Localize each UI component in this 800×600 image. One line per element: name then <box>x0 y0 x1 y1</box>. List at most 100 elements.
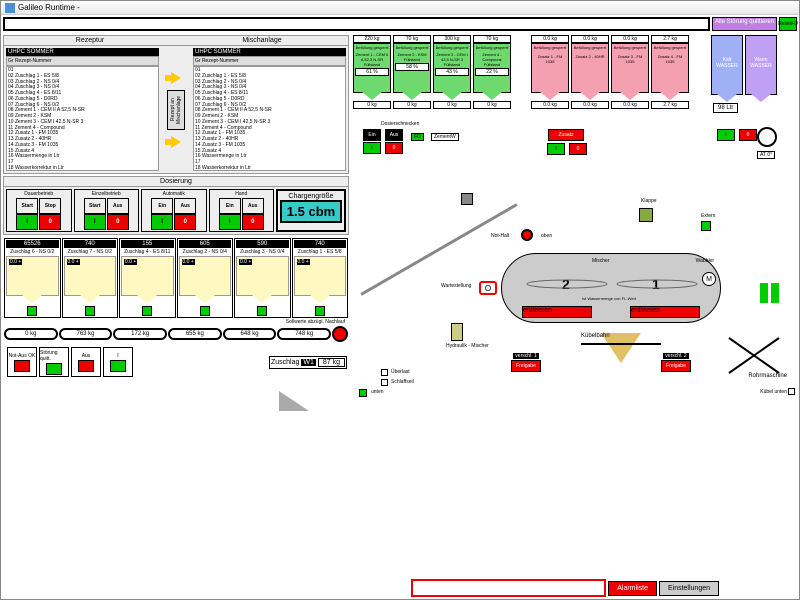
titlebar: Galileo Runtime - <box>1 1 799 15</box>
bottom-button-row: Not-Aus OKStörung quitt.AusI <box>5 345 135 379</box>
track-line <box>581 343 661 345</box>
stop-indicator[interactable] <box>332 326 348 342</box>
dosierung-panel: Dosierung Dauerbetrieb Start Stop I 0 Ei… <box>3 176 349 235</box>
aus-button[interactable]: 0 <box>385 142 403 154</box>
silo-indicator[interactable] <box>142 306 152 316</box>
extern-indicator <box>701 221 711 231</box>
zuschlag-weight: Zuschlag W1 87 kg <box>269 356 347 369</box>
left-column: Rezeptur Mischanlage UHPC SOMMER Gr Reze… <box>1 33 351 599</box>
at-value: AT 0° <box>757 151 775 159</box>
start-button[interactable]: I <box>151 214 173 230</box>
recipe-sub-src: Gr Rezept-Nummer <box>6 56 159 66</box>
recipe-list-src[interactable]: 0102 Zuschlag 1 - ES 5/803 Zuschlag 2 - … <box>6 66 159 171</box>
stop-button[interactable]: 0 <box>107 214 129 230</box>
window-title: Galileo Runtime - <box>18 3 80 12</box>
weigh-bar: 0 kg763 kg172 kg655 kg648 kg748 kg <box>3 325 349 343</box>
ueberlast-ind <box>381 369 388 376</box>
recipe-list-dst[interactable]: 0102 Zuschlag 1 - ES 5/803 Zuschlag 2 - … <box>193 66 346 171</box>
silo-indicator[interactable] <box>27 306 37 316</box>
cement-hopper: 300 kg Befüllung gesperrt Zement 3 - CEM… <box>433 35 471 109</box>
wartestellung-button[interactable]: O <box>479 281 497 295</box>
weigh-segment: 648 kg <box>223 328 277 340</box>
charge-box: Chargengröße 1.5 cbm <box>276 189 346 232</box>
dosierung-title: Dosierung <box>4 177 348 187</box>
rezeptur-title: Rezeptur <box>4 36 176 46</box>
alarmliste-button[interactable]: Alarmliste <box>608 581 657 596</box>
plant-diagram: 220 kg Befüllung gesperrt Zement 1 - CEM… <box>351 33 799 599</box>
pump-icon <box>757 127 777 147</box>
stop-button[interactable]: 0 <box>39 214 61 230</box>
app-window: Galileo Runtime - Alle Störung quittiere… <box>0 0 800 600</box>
nothalt-indicator[interactable] <box>521 229 533 241</box>
charge-value[interactable]: 1.5 cbm <box>280 200 342 223</box>
status-textfield[interactable] <box>3 17 710 31</box>
cement-hopper: 220 kg Befüllung gesperrt Zement 1 - CEM… <box>353 35 391 109</box>
rezeptur-panel: Rezeptur Mischanlage UHPC SOMMER Gr Reze… <box>3 35 349 174</box>
bottom-button[interactable]: Aus <box>71 347 101 377</box>
klappe-indicator <box>639 208 653 222</box>
app-icon <box>5 3 15 13</box>
recipe-dest-col: UHPC SOMMER Gr Rezept-Nummer 0102 Zuschl… <box>193 48 346 171</box>
quittieren-button[interactable]: Alle Störung quittieren <box>712 17 777 31</box>
start-button[interactable]: I <box>84 214 106 230</box>
weigh-segment: 0 kg <box>4 328 58 340</box>
dosierschnecken-label: Dosierschnecken <box>381 121 419 127</box>
transfer-button[interactable]: Rezept an Mischanlage <box>167 90 185 130</box>
silo: 590 Zuschlag 3 - NS 0/4 0.0 + <box>234 238 291 318</box>
start-button[interactable]: I <box>219 214 241 230</box>
silo: 65526 Zuschlag 6 - NS 0/2 0.0 + <box>4 238 61 318</box>
recipe-row[interactable]: 18 Wasserkorrektur in Ltr <box>8 166 157 171</box>
wasser-value: 98 Ltr <box>713 103 738 113</box>
silo-indicator[interactable] <box>85 306 95 316</box>
pile-icon <box>279 391 309 411</box>
recipe-row[interactable]: 18 Wasserkorrektur in Ltr <box>195 166 344 171</box>
zusatz-hopper: 0.0 kg Befüllung gesperrt Zusatz 1 - FM … <box>531 35 569 109</box>
nothalt-label: Not-Halt <box>491 233 509 239</box>
bottom-panel: Alarmliste Einstellungen <box>411 579 719 597</box>
start-button[interactable]: I <box>16 214 38 230</box>
silo-indicator[interactable] <box>315 306 325 316</box>
dos-label: Hand <box>211 191 273 197</box>
dos-label: Automatik <box>143 191 205 197</box>
alarm-field[interactable] <box>411 579 606 597</box>
silo: 740 Zuschlag 1 - ES 5/8 0.0 + <box>292 238 349 318</box>
dos-group: Automatik Ein Aus I 0 <box>141 189 207 232</box>
silo-indicator[interactable] <box>200 306 210 316</box>
einstellungen-button[interactable]: Einstellungen <box>659 581 719 596</box>
bottom-button[interactable]: Störung quitt. <box>39 347 69 377</box>
bottom-button[interactable]: Not-Aus OK <box>7 347 37 377</box>
unten-ind <box>359 389 367 397</box>
bottom-button[interactable]: I <box>103 347 133 377</box>
stop-button[interactable]: 0 <box>242 214 264 230</box>
zusatz-label: Zusatz <box>548 129 584 141</box>
dos-group: Einzelbetrieb Start Aus I 0 <box>74 189 140 232</box>
wasser-aus[interactable]: 0 <box>739 129 757 141</box>
weigh-segment: 655 kg <box>168 328 222 340</box>
silo: 155 Zuschlag 4 - ES 8/11 0.0 + <box>119 238 176 318</box>
freigabe-1[interactable]: Freigabe <box>511 360 541 372</box>
weigh-segment: 763 kg <box>59 328 113 340</box>
weigh-segment: 748 kg <box>277 328 331 340</box>
mischanlage-title: Mischanlage <box>176 36 348 46</box>
wasser-hopper: Kalt WASSER <box>711 35 743 95</box>
dos-label: Einzelbetrieb <box>76 191 138 197</box>
freigabe-2[interactable]: Freigabe <box>661 360 691 372</box>
dos-group: Dauerbetrieb Start Stop I 0 <box>6 189 72 232</box>
recipe-sub-dst: Gr Rezept-Nummer <box>193 56 346 66</box>
silo-row: 65526 Zuschlag 6 - NS 0/2 0.0 + 740 Zusc… <box>3 237 349 319</box>
verschl-1-group: verschl. 1 Freigabe <box>511 353 541 372</box>
zusatz-aus[interactable]: 0 <box>569 143 587 155</box>
topbar: Alle Störung quittieren ResetFU <box>1 15 799 33</box>
rohrmaschine-label: Rohrmaschine <box>748 373 787 379</box>
mixer-blades-icon <box>522 274 702 294</box>
wabbler-motor: M <box>702 272 716 286</box>
pause-icon[interactable] <box>760 283 779 303</box>
hydraulik-icon <box>451 323 463 341</box>
resetfu-button[interactable]: ResetFU <box>779 17 797 31</box>
entleeren-1[interactable]: entleeren <box>522 306 592 318</box>
entleeren-2[interactable]: entleeren <box>630 306 700 318</box>
wasser-hopper: Warm WASSER <box>745 35 777 95</box>
weigh-segment: 172 kg <box>113 328 167 340</box>
silo-indicator[interactable] <box>257 306 267 316</box>
stop-button[interactable]: 0 <box>174 214 196 230</box>
